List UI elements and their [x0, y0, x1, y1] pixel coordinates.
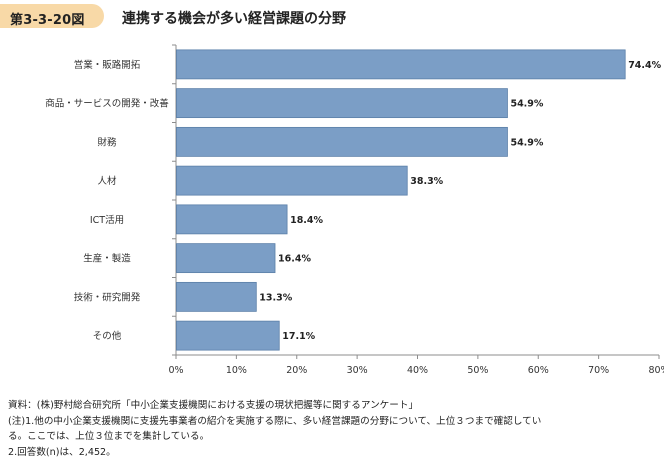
bar — [176, 49, 626, 80]
x-tick-label: 70% — [588, 365, 609, 376]
category-label: その他 — [93, 330, 122, 342]
x-tick-label: 20% — [286, 365, 307, 376]
value-label: 38.3% — [410, 176, 443, 187]
bar — [176, 243, 276, 274]
figure-number-tag: 第3-3-20図 — [0, 4, 104, 28]
value-label: 17.1% — [282, 331, 315, 342]
value-label: 54.9% — [510, 137, 543, 148]
x-tick-label: 80% — [648, 365, 664, 376]
bar-chart: 0% 10% 20% 30% 40% 50% 60% 70% 80% 営業・販路開拓 74.4% 商品… — [45, 44, 664, 376]
figure-number: 第3-3-20図 — [10, 13, 85, 28]
category-label: 商品・サービスの開発・改善 — [45, 98, 169, 110]
x-tick-label: 60% — [528, 365, 549, 376]
category-label: ICT活用 — [90, 214, 124, 226]
x-tick-label: 30% — [347, 365, 368, 376]
category-label: 営業・販路開拓 — [74, 59, 141, 71]
note-1-line-2: る。ここでは、上位３位までを集計している。 — [8, 431, 210, 442]
x-tick-label: 50% — [467, 365, 488, 376]
note-1-line-1: (注)1.他の中小企業支援機関に支援先事業者の紹介を実施する際に、多い経営課題の… — [8, 415, 542, 427]
source-note: 資料：(株)野村総合研究所「中小企業支援機関における支援の現状把握等に関するアン… — [8, 400, 419, 411]
value-label: 74.4% — [628, 60, 661, 71]
bar — [176, 88, 508, 119]
figure-notes: 資料：(株)野村総合研究所「中小企業支援機関における支援の現状把握等に関するアン… — [8, 398, 660, 460]
category-label: 技術・研究開発 — [74, 291, 141, 303]
bar — [176, 320, 280, 351]
x-tick-label: 10% — [226, 365, 247, 376]
x-tick-label: 0% — [168, 365, 183, 376]
category-label: 人材 — [97, 175, 117, 187]
bar — [176, 281, 257, 312]
bar — [176, 165, 408, 196]
value-label: 13.3% — [259, 292, 292, 303]
bar — [176, 204, 288, 235]
value-label: 18.4% — [290, 215, 323, 226]
figure-title: 連携する機会が多い経営課題の分野 — [122, 11, 346, 27]
x-tick-label: 40% — [407, 365, 428, 376]
value-label: 54.9% — [510, 99, 543, 110]
category-label: 生産・製造 — [83, 253, 131, 265]
category-label: 財務 — [97, 136, 117, 148]
note-2: 2.回答数(n)は、2,452。 — [8, 446, 116, 458]
value-label: 16.4% — [278, 254, 311, 265]
bar — [176, 126, 508, 157]
